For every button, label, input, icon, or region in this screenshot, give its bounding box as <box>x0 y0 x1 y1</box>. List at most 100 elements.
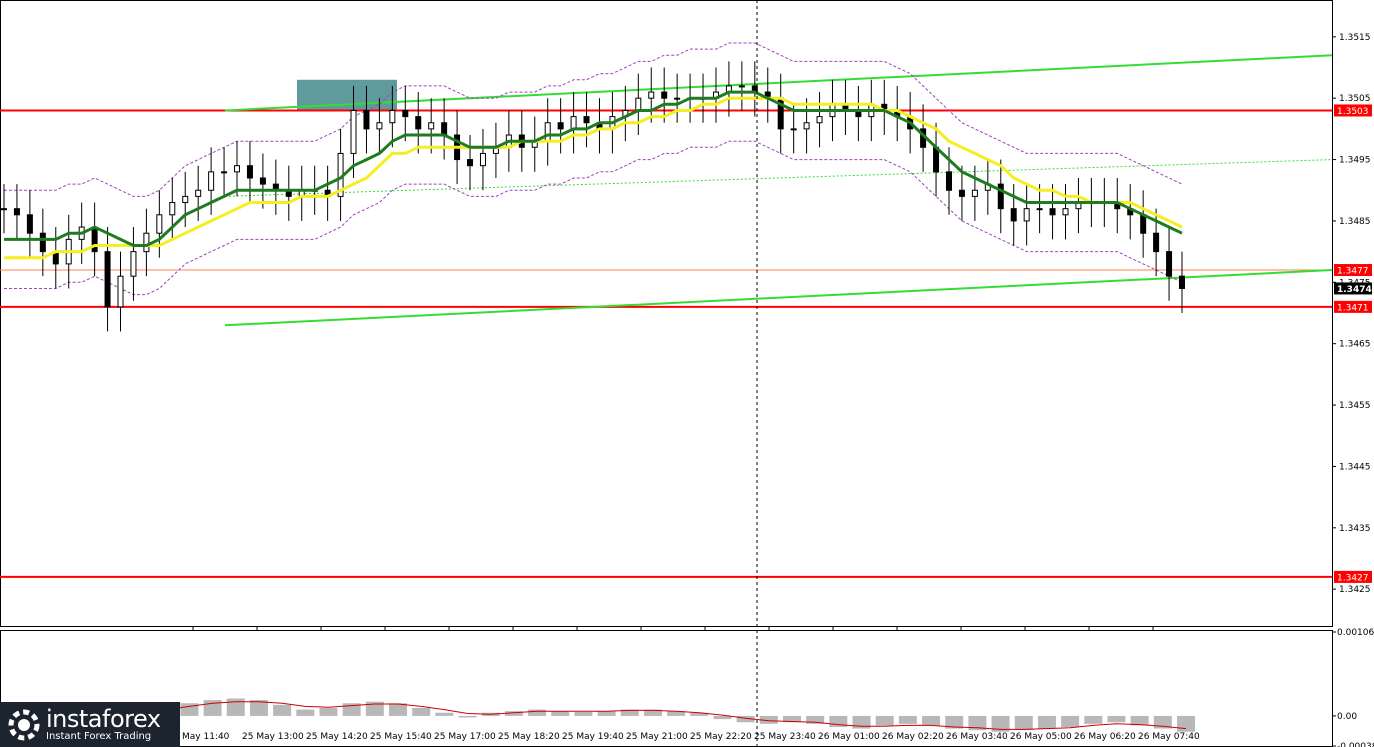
current-price-tag <box>1334 282 1372 295</box>
macd-histogram-bar <box>620 709 639 716</box>
channel-mid-line <box>224 159 1333 197</box>
macd-histogram-bar <box>1084 715 1103 724</box>
candle-body <box>104 251 111 308</box>
candle-body <box>1153 232 1160 253</box>
macd-histogram-bar <box>226 698 245 716</box>
macd-histogram-bar <box>829 715 848 727</box>
time-tick-label: 26 May 01:00 <box>818 732 880 742</box>
candle-body <box>1036 208 1043 211</box>
price-tick-label: 1.3485 <box>1339 217 1371 227</box>
candle-body <box>958 189 965 197</box>
candle-body <box>350 109 357 154</box>
candle-body <box>1010 208 1017 222</box>
price-tick-label: 1.3465 <box>1339 340 1371 350</box>
macd-histogram-bar <box>342 703 361 716</box>
main-plot-frame <box>0 0 1333 627</box>
horizontal-levels-layer <box>0 109 1332 578</box>
macd-histogram-bar <box>389 703 407 716</box>
macd-histogram-bar <box>574 711 593 716</box>
macd-histogram-bar <box>504 711 523 716</box>
macd-histogram-bar <box>458 715 477 718</box>
candle-body <box>117 275 124 308</box>
macd-histogram-bar <box>249 700 268 716</box>
level-price-tag-label: 1.3427 <box>1337 573 1369 583</box>
candle-body <box>415 116 422 130</box>
level-price-tag <box>1334 104 1372 117</box>
macd-histogram-bar <box>412 708 431 716</box>
candle-body <box>790 128 797 131</box>
candle-body <box>26 214 33 234</box>
instaforex-logo: instaforex Instant Forex Trading <box>0 702 180 747</box>
candle-body <box>130 251 137 277</box>
macd-histogram-bar <box>875 715 894 726</box>
candle-body <box>648 91 655 99</box>
ma-fast-line <box>4 90 1183 247</box>
candle-body <box>402 109 409 118</box>
price-tick-label: 1.3515 <box>1339 33 1371 43</box>
price-axis: 1.35151.35051.34951.34851.34751.34651.34… <box>1332 33 1374 747</box>
candle-body <box>195 189 202 197</box>
macd-histogram-bar <box>643 709 662 716</box>
candle-body <box>570 116 577 130</box>
macd-histogram-bar <box>759 715 778 724</box>
price-tick-label: 1.3495 <box>1339 156 1371 166</box>
candle-body <box>945 171 952 191</box>
candle-body <box>156 214 163 234</box>
price-tick-label: 1.3425 <box>1339 585 1371 595</box>
price-tick-label: 1.3505 <box>1339 94 1371 104</box>
macd-histogram-bar <box>922 715 941 726</box>
time-tick-label: 25 May 18:20 <box>498 732 560 742</box>
macd-signal-line <box>4 701 1187 730</box>
level-price-tag <box>1334 300 1372 313</box>
candle-body <box>803 122 810 130</box>
time-tick-label: May 11:40 <box>182 732 230 742</box>
level-price-tag <box>1334 264 1372 277</box>
candle-body <box>169 202 176 216</box>
time-axis: May 11:40 25 May 13:00 25 May 14:20 25 May … <box>182 626 1200 742</box>
candle-body <box>467 159 474 167</box>
macd-histogram-bar <box>1130 715 1149 726</box>
candle-body <box>1049 208 1056 216</box>
time-tick-label: 26 May 02:20 <box>882 732 944 742</box>
time-tick-label: 25 May 23:40 <box>754 732 816 742</box>
macd-histogram-bar <box>806 715 825 724</box>
time-tick-label: 26 May 03:40 <box>946 732 1008 742</box>
time-tick-label: 25 May 19:40 <box>562 732 624 742</box>
upper-band-line <box>4 42 1183 197</box>
moving-averages-layer <box>4 90 1183 260</box>
logo-emblem-icon <box>6 707 42 743</box>
macd-histogram-bar <box>1014 715 1033 731</box>
macd-histogram-bar <box>273 704 292 716</box>
macd-histogram-bar <box>435 712 454 716</box>
candle-body <box>182 195 189 204</box>
candle-body <box>428 122 435 130</box>
candle-body <box>583 116 590 124</box>
candle-body <box>246 165 253 179</box>
candle-body <box>143 232 150 253</box>
candle-body <box>661 91 668 99</box>
level-price-tag-label: 1.3477 <box>1337 267 1369 277</box>
macd-histogram-bar <box>1177 715 1195 732</box>
lower-band-line <box>4 140 1183 296</box>
macd-tick-label: 0.00 <box>1337 712 1357 722</box>
candles-layer <box>1 61 1185 332</box>
price-tick-label: 1.3435 <box>1339 524 1371 534</box>
macd-histogram-bar <box>528 709 547 716</box>
level-price-tag <box>1334 570 1372 583</box>
price-tick-label: 1.3455 <box>1339 401 1371 411</box>
macd-histogram-bar <box>296 709 315 716</box>
time-tick-label: 25 May 14:20 <box>306 732 368 742</box>
candle-body <box>997 183 1004 210</box>
logo-name: instaforex <box>46 704 161 733</box>
candle-body <box>816 116 823 124</box>
candle-body <box>363 109 370 130</box>
macd-plot-frame <box>0 630 1333 747</box>
macd-histogram-bar <box>319 708 338 716</box>
macd-histogram-bar <box>667 711 686 716</box>
time-tick-label: 25 May 17:00 <box>434 732 496 742</box>
level-price-tag-label: 1.3471 <box>1337 303 1369 313</box>
candle-body <box>389 109 396 124</box>
candle-body <box>376 122 383 130</box>
channel-lines-layer <box>224 54 1333 327</box>
channel-upper-line <box>224 54 1333 112</box>
